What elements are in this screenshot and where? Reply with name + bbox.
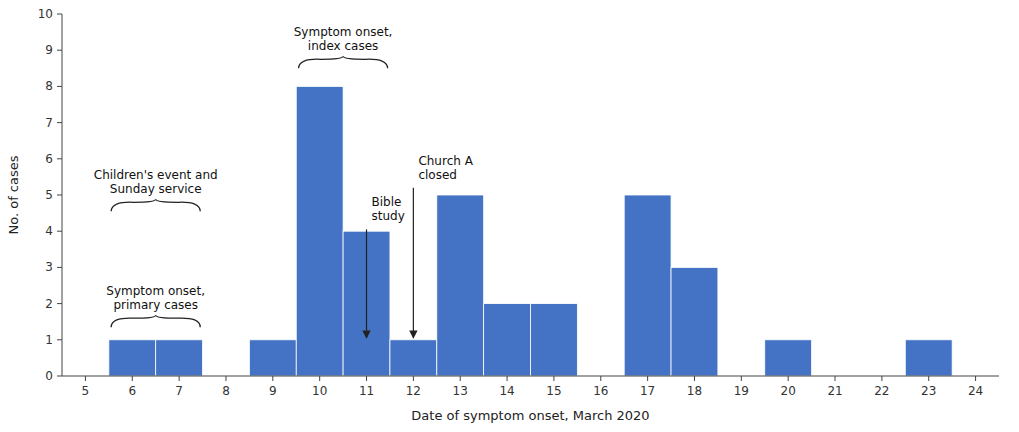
y-tick-label: 6: [45, 152, 53, 166]
bar: [905, 340, 952, 376]
annotation-line: Bible: [372, 195, 402, 209]
arrow: [366, 229, 367, 338]
y-tick-label: 5: [45, 188, 53, 202]
annotation-line: Symptom onset,: [294, 25, 393, 39]
bar: [156, 340, 203, 376]
x-tick: [975, 376, 976, 381]
y-tick-label: 4: [45, 224, 53, 238]
x-tick: [413, 376, 414, 381]
bar: [296, 86, 343, 376]
x-tick-label: 8: [222, 384, 230, 398]
brace: [111, 315, 200, 327]
bars: [109, 86, 952, 376]
bar: [671, 267, 718, 376]
y-tick: [57, 195, 62, 196]
y-tick-label: 1: [45, 333, 53, 347]
x-tick-label: 18: [687, 384, 702, 398]
y-tick-label: 10: [38, 7, 53, 21]
y-tick-label: 3: [45, 260, 53, 274]
y-tick: [57, 158, 62, 159]
x-tick: [272, 376, 273, 381]
annotation: Symptom onset,primary cases: [106, 284, 205, 312]
annotation-line: closed: [418, 168, 457, 182]
bar: [484, 304, 531, 376]
y-tick: [57, 303, 62, 304]
annotation: Church Aclosed: [418, 154, 473, 182]
y-tick: [57, 86, 62, 87]
x-tick-label: 19: [734, 384, 749, 398]
bar: [437, 195, 484, 376]
x-tick-label: 20: [781, 384, 796, 398]
x-tick: [225, 376, 226, 381]
annotation-line: Children's event and: [94, 168, 218, 182]
y-tick: [57, 267, 62, 268]
bar: [531, 304, 578, 376]
bar: [109, 340, 156, 376]
x-axis-line: [62, 376, 999, 377]
brace: [299, 56, 388, 68]
y-tick-label: 0: [45, 369, 53, 383]
x-tick: [179, 376, 180, 381]
x-tick: [788, 376, 789, 381]
x-tick: [647, 376, 648, 381]
x-tick-label: 24: [968, 384, 983, 398]
x-tick: [741, 376, 742, 381]
x-tick: [366, 376, 367, 381]
bar: [624, 195, 671, 376]
brace: [111, 199, 200, 211]
x-axis-label: Date of symptom onset, March 2020: [411, 408, 649, 423]
y-tick: [57, 14, 62, 15]
bar: [390, 340, 437, 376]
y-tick: [57, 339, 62, 340]
x-tick-label: 23: [921, 384, 936, 398]
x-tick: [694, 376, 695, 381]
y-tick: [57, 376, 62, 377]
x-tick: [881, 376, 882, 381]
annotation-line: index cases: [308, 39, 378, 53]
x-tick-label: 14: [499, 384, 514, 398]
x-tick: [600, 376, 601, 381]
y-tick: [57, 122, 62, 123]
x-tick-label: 21: [827, 384, 842, 398]
bar: [765, 340, 812, 376]
annotation: Children's event andSunday service: [94, 168, 218, 196]
x-tick: [85, 376, 86, 381]
annotation-line: primary cases: [113, 298, 198, 312]
x-tick: [928, 376, 929, 381]
annotation: Biblestudy: [372, 195, 405, 223]
chart: 5678910111213141516171819202122232401234…: [0, 0, 1019, 432]
x-tick: [507, 376, 508, 381]
y-tick: [57, 50, 62, 51]
x-tick-label: 6: [128, 384, 136, 398]
x-tick: [132, 376, 133, 381]
annotation-line: Church A: [418, 154, 473, 168]
x-tick: [319, 376, 320, 381]
x-tick-label: 16: [593, 384, 608, 398]
x-tick: [835, 376, 836, 381]
y-tick: [57, 231, 62, 232]
y-tick-label: 9: [45, 43, 53, 57]
x-tick-label: 13: [453, 384, 468, 398]
x-tick-label: 12: [406, 384, 421, 398]
y-tick-label: 7: [45, 116, 53, 130]
arrow: [413, 188, 414, 338]
x-tick-label: 15: [546, 384, 561, 398]
annotation-line: Sunday service: [110, 182, 202, 196]
x-tick: [553, 376, 554, 381]
y-tick-label: 2: [45, 297, 53, 311]
x-tick-label: 10: [312, 384, 327, 398]
x-tick-label: 17: [640, 384, 655, 398]
x-tick-label: 9: [269, 384, 277, 398]
x-tick-label: 5: [82, 384, 90, 398]
x-tick-label: 7: [175, 384, 183, 398]
y-axis-label: No. of cases: [6, 155, 21, 234]
annotation: Symptom onset,index cases: [294, 25, 393, 53]
y-tick-label: 8: [45, 79, 53, 93]
x-tick-label: 11: [359, 384, 374, 398]
x-tick: [460, 376, 461, 381]
annotation-line: Symptom onset,: [106, 284, 205, 298]
x-tick-label: 22: [874, 384, 889, 398]
annotation-line: study: [372, 209, 405, 223]
bar: [249, 340, 296, 376]
